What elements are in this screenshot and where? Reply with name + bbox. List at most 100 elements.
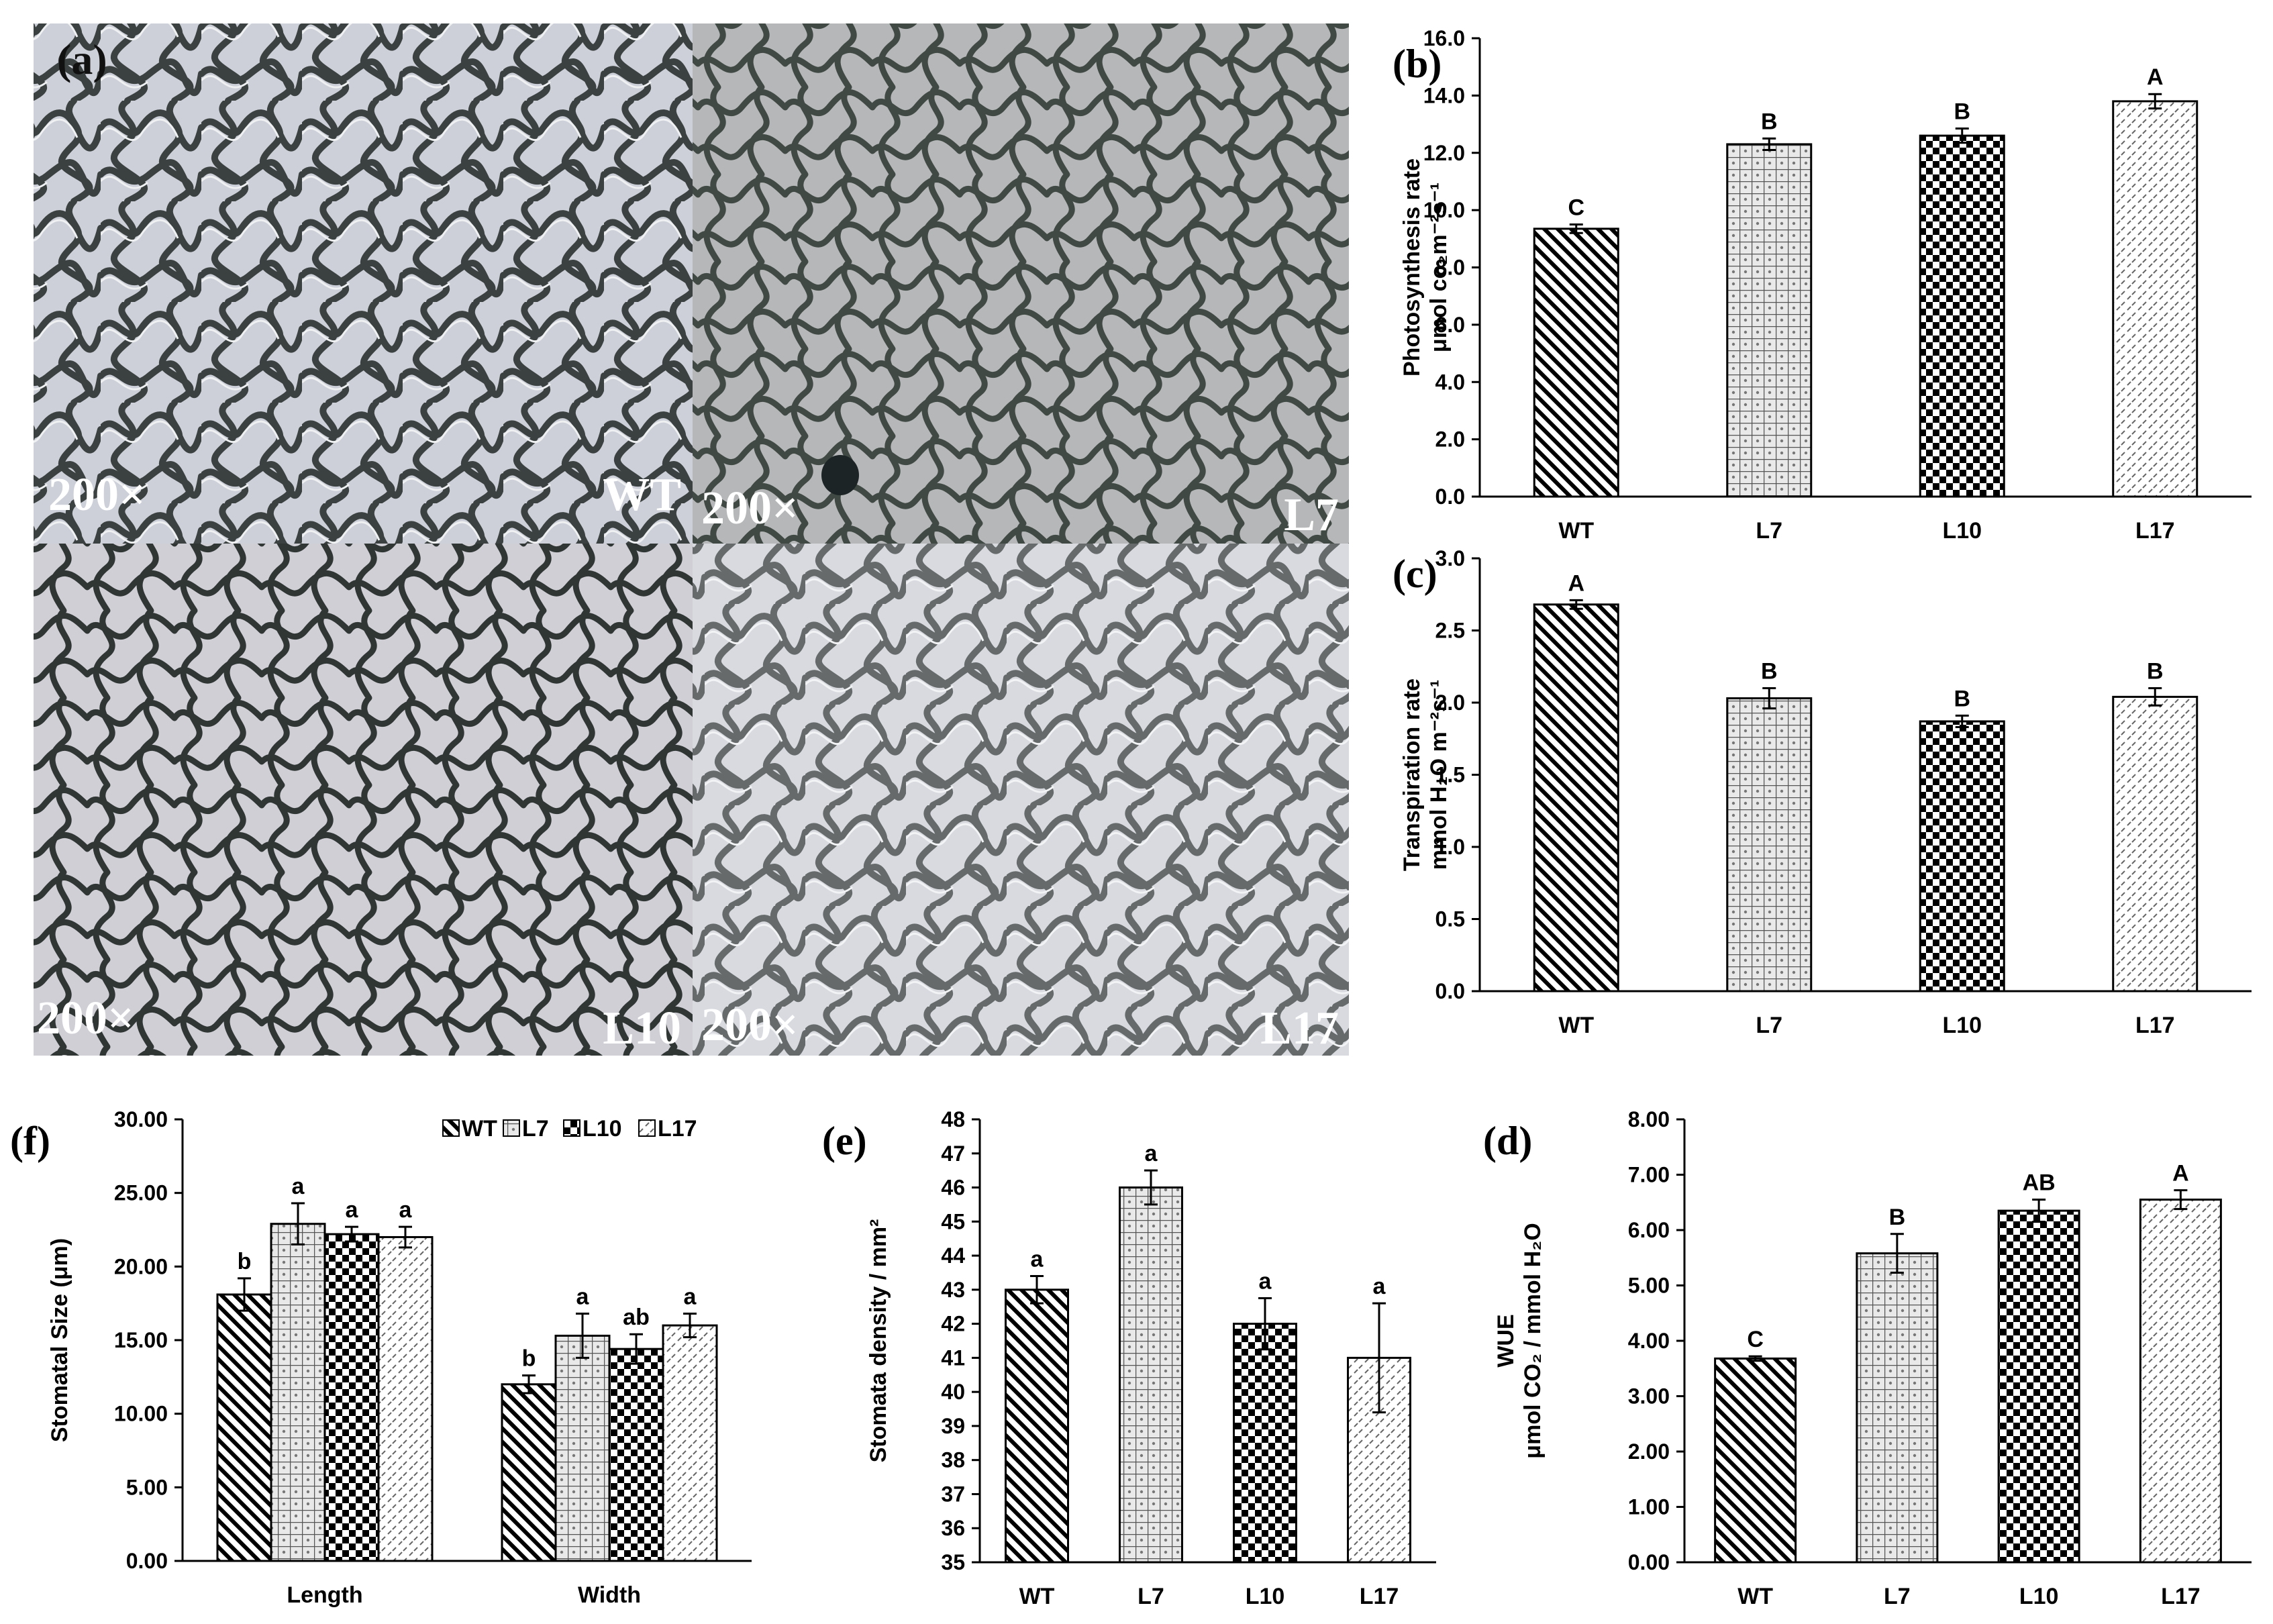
category-label: WT <box>1019 1584 1055 1609</box>
micrograph-tile-l17 <box>693 544 1349 1056</box>
y-tick-label: 20.00 <box>114 1254 168 1278</box>
y-axis-title: μmol co₂m⁻²s⁻¹ <box>1426 183 1452 352</box>
legend-label: L10 <box>583 1116 622 1141</box>
y-tick-label: 41 <box>941 1346 965 1370</box>
chart-transpiration: (c) 0.0 0.5 1.0 1.5 2.0 2.5 3.0 Transpiration ra… <box>1393 546 2252 1038</box>
y-tick-label: 5.00 <box>1628 1274 1670 1298</box>
significance-letter: b <box>522 1346 536 1372</box>
line-label-l17: L17 <box>1260 1003 1339 1054</box>
panel-label: (e) <box>822 1119 867 1163</box>
y-tick-label: 36 <box>941 1516 965 1540</box>
magnification-label-l10: 200× <box>37 993 134 1044</box>
significance-letter: A <box>2147 64 2164 90</box>
y-axis-title: Transpiration rate <box>1399 678 1425 871</box>
line-label-wt: WT <box>603 469 681 521</box>
category-label: WT <box>1558 518 1594 544</box>
bar <box>1856 1252 1939 1564</box>
significance-letter: a <box>684 1284 697 1310</box>
legend-swatch <box>638 1119 656 1137</box>
y-tick-label: 6.0 <box>1435 313 1465 337</box>
bar <box>270 1223 326 1562</box>
category-label: L7 <box>1756 518 1782 544</box>
y-tick-label: 0.5 <box>1435 907 1465 931</box>
y-tick-label: 10.00 <box>114 1402 168 1426</box>
category-label: L10 <box>1942 1013 1982 1038</box>
category-label: L17 <box>2161 1584 2201 1609</box>
bar <box>1533 227 1619 498</box>
bar <box>1726 143 1813 498</box>
category-label: L7 <box>1138 1584 1164 1609</box>
significance-letter: B <box>1761 109 1778 134</box>
y-tick-label: 6.00 <box>1628 1218 1670 1242</box>
y-tick-label: 2.0 <box>1435 427 1465 452</box>
significance-letter: C <box>1747 1327 1764 1352</box>
panel-label: (b) <box>1393 42 1442 86</box>
significance-letter: B <box>2147 659 2164 684</box>
bar <box>1997 1209 2080 1564</box>
y-tick-label: 1.5 <box>1435 763 1465 787</box>
micrograph-tile-l7 <box>693 23 1349 544</box>
y-tick-label: 1.00 <box>1628 1495 1670 1519</box>
y-tick-label: 44 <box>941 1244 965 1268</box>
line-label-l7: L7 <box>1284 489 1339 541</box>
y-tick-label: 42 <box>941 1312 965 1336</box>
y-axis-title: Stomatal Size (μm) <box>47 1238 72 1442</box>
y-tick-label: 25.00 <box>114 1181 168 1205</box>
bar <box>377 1235 434 1562</box>
y-axis-title: μmol CO₂ / mmol H₂O <box>1520 1223 1546 1458</box>
y-tick-label: 46 <box>941 1176 965 1200</box>
bar <box>323 1233 380 1562</box>
category-label: WT <box>1558 1013 1594 1038</box>
legend-label: L7 <box>522 1116 549 1141</box>
significance-letter: A <box>2172 1161 2189 1186</box>
y-tick-label: 15.00 <box>114 1328 168 1352</box>
y-tick-label: 16.0 <box>1423 26 1465 50</box>
magnification-label-l7: 200× <box>701 483 799 534</box>
y-tick-label: 35 <box>941 1550 965 1574</box>
y-tick-label: 10.0 <box>1423 198 1465 222</box>
significance-letter: a <box>399 1197 413 1223</box>
bar <box>1919 134 2005 498</box>
y-tick-label: 14.0 <box>1423 83 1465 107</box>
y-tick-label: 5.00 <box>126 1475 168 1499</box>
y-tick-label: 0.0 <box>1435 485 1465 509</box>
bar <box>554 1334 611 1562</box>
category-label: L17 <box>1360 1584 1399 1609</box>
y-tick-label: 3.00 <box>1628 1384 1670 1409</box>
significance-letter: B <box>1954 686 1970 711</box>
y-tick-label: 4.00 <box>1628 1329 1670 1353</box>
y-tick-label: 3.0 <box>1435 546 1465 570</box>
legend-swatch <box>442 1119 460 1137</box>
category-label: L10 <box>1246 1584 1285 1609</box>
panel-label: (c) <box>1393 552 1437 596</box>
bar <box>1233 1323 1297 1564</box>
y-tick-label: 45 <box>941 1209 965 1233</box>
chart-stomatal-size: (f) 0.00 5.00 10.00 15.00 20.00 25.00 30.00 Stom… <box>10 1107 752 1608</box>
panel-label: (d) <box>1483 1119 1532 1163</box>
bar <box>501 1383 557 1562</box>
category-label: L10 <box>2019 1584 2059 1609</box>
significance-letter: B <box>1761 659 1778 684</box>
y-axis-title: WUE <box>1493 1314 1519 1367</box>
significance-letter: a <box>346 1197 359 1223</box>
y-tick-label: 0.00 <box>1628 1550 1670 1574</box>
bar <box>216 1293 272 1562</box>
significance-letter: a <box>1031 1247 1044 1272</box>
category-label: Width <box>578 1582 641 1608</box>
y-tick-label: 39 <box>941 1414 965 1438</box>
y-tick-label: 43 <box>941 1278 965 1302</box>
legend-label: WT <box>462 1116 497 1141</box>
significance-letter: a <box>1145 1141 1158 1166</box>
y-tick-label: 30.00 <box>114 1107 168 1131</box>
y-tick-label: 8.0 <box>1435 256 1465 280</box>
y-axis-title: Photosynthesis rate <box>1399 158 1425 376</box>
significance-letter: a <box>1373 1274 1386 1299</box>
bar <box>1726 697 1813 993</box>
y-tick-label: 1.0 <box>1435 835 1465 859</box>
line-label-l10: L10 <box>603 1003 681 1054</box>
y-tick-label: 12.0 <box>1423 141 1465 165</box>
category-label: L17 <box>2135 1013 2175 1038</box>
y-tick-label: 2.00 <box>1628 1439 1670 1464</box>
significance-letter: B <box>1889 1205 1906 1230</box>
